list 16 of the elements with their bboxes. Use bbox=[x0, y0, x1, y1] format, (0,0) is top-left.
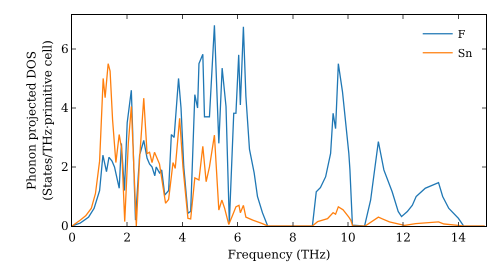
y-tick-label: 6 bbox=[60, 42, 69, 56]
x-tick-label: 12 bbox=[396, 230, 411, 244]
line-series bbox=[72, 63, 486, 226]
x-tick-label: 4 bbox=[178, 230, 187, 244]
y-tick-label: 0 bbox=[60, 219, 69, 234]
x-tick-label: 14 bbox=[450, 230, 466, 244]
x-tick-label: 2 bbox=[123, 230, 132, 244]
y-axis-title: Phonon projected DOS (States/THz·primitive cell) bbox=[24, 40, 54, 201]
y-tick-label: 2 bbox=[60, 160, 69, 174]
legend-label: Sn bbox=[458, 47, 472, 60]
legend-label: F bbox=[458, 28, 466, 42]
x-tick-label: 10 bbox=[340, 230, 356, 244]
x-axis-title: Frequency (THz) bbox=[228, 247, 330, 262]
y-tick-label: 4 bbox=[60, 101, 69, 116]
x-tick-label: 6 bbox=[234, 230, 242, 244]
x-tick-label: 8 bbox=[288, 230, 297, 244]
